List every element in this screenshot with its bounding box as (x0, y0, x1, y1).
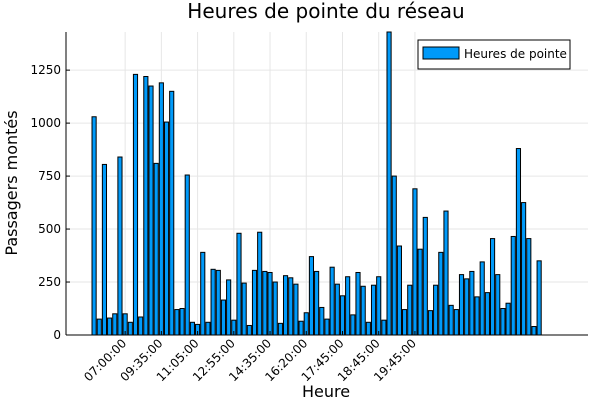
bar (365, 321, 371, 336)
bar (226, 279, 232, 336)
bar (324, 318, 330, 336)
bar (469, 270, 475, 336)
bar (91, 116, 97, 336)
bar (267, 271, 273, 336)
bar (210, 268, 216, 336)
bar (484, 292, 490, 336)
bar (495, 274, 501, 336)
bar (531, 326, 537, 336)
y-tick-label: 250 (38, 275, 61, 289)
bar (453, 309, 459, 336)
bar (143, 76, 149, 336)
bar (241, 282, 247, 336)
bar (438, 251, 444, 336)
bar (298, 320, 304, 336)
y-tick-label: 750 (38, 169, 61, 183)
bar (153, 162, 159, 336)
bar (417, 248, 423, 336)
bar (448, 304, 454, 336)
bar (107, 317, 113, 336)
bar (350, 314, 356, 336)
bar (521, 202, 527, 336)
y-ticks: 0 250 500 750 1000 1250 (30, 63, 70, 342)
bar (319, 306, 325, 336)
bar (246, 324, 252, 336)
bar (169, 90, 175, 336)
bar (138, 316, 144, 336)
bar (526, 238, 532, 336)
bar (334, 283, 340, 336)
bar (345, 276, 351, 336)
bar (370, 284, 377, 336)
bar (402, 309, 408, 336)
bar (288, 277, 294, 336)
legend: Heures de pointe (417, 39, 571, 70)
chart-title: Heures de pointe du réseau (187, 0, 464, 23)
bar (262, 270, 268, 336)
y-tick-label: 500 (38, 222, 61, 236)
bar (500, 308, 506, 336)
bar (158, 82, 164, 336)
bar (308, 256, 315, 336)
bar (257, 231, 263, 336)
legend-label: Heures de pointe (464, 47, 567, 61)
bar (536, 260, 542, 336)
bar (360, 285, 366, 336)
bar (251, 269, 258, 336)
bar (127, 321, 133, 336)
bar (339, 295, 346, 336)
bar (112, 313, 118, 336)
bar (117, 156, 123, 336)
bar (510, 235, 516, 336)
bar (220, 299, 227, 336)
bar (148, 85, 154, 336)
bars-group (91, 31, 542, 336)
bar (505, 302, 511, 336)
bar (412, 188, 418, 336)
bar (376, 276, 382, 336)
bar (282, 275, 289, 336)
bar (381, 319, 387, 336)
x-ticks: 07:00:0009:35:0011:05:0012:55:0014:35:00… (81, 331, 419, 384)
bar (200, 251, 206, 336)
bar (163, 121, 170, 336)
bar (433, 284, 439, 336)
bar (101, 163, 108, 336)
bar (184, 174, 190, 336)
bar (189, 321, 195, 336)
bar (205, 321, 211, 336)
bar (474, 296, 480, 336)
bar (396, 245, 402, 336)
y-tick-label: 1000 (30, 116, 61, 130)
bar (293, 283, 299, 336)
bar (479, 261, 485, 336)
bar (464, 278, 470, 336)
y-tick-label: 1250 (30, 63, 61, 77)
bar (489, 238, 496, 336)
x-axis-label: Heure (302, 382, 350, 400)
bar (391, 175, 397, 336)
bar (277, 322, 283, 336)
bar (314, 270, 320, 336)
bar (515, 148, 522, 336)
bar (458, 274, 465, 336)
bar (355, 271, 361, 336)
y-axis-label: Passagers montés (2, 110, 21, 255)
bar (236, 232, 242, 336)
bar (386, 31, 392, 336)
bar (443, 210, 449, 336)
bar (215, 269, 221, 336)
y-tick-label: 0 (53, 328, 61, 342)
bar (132, 73, 139, 336)
bar (96, 318, 102, 336)
bar (174, 309, 180, 336)
bar (179, 308, 185, 336)
bar (427, 310, 434, 336)
bar (329, 266, 335, 336)
legend-swatch (422, 46, 460, 60)
bar (422, 216, 428, 336)
bar (407, 284, 413, 336)
bar (272, 281, 278, 336)
